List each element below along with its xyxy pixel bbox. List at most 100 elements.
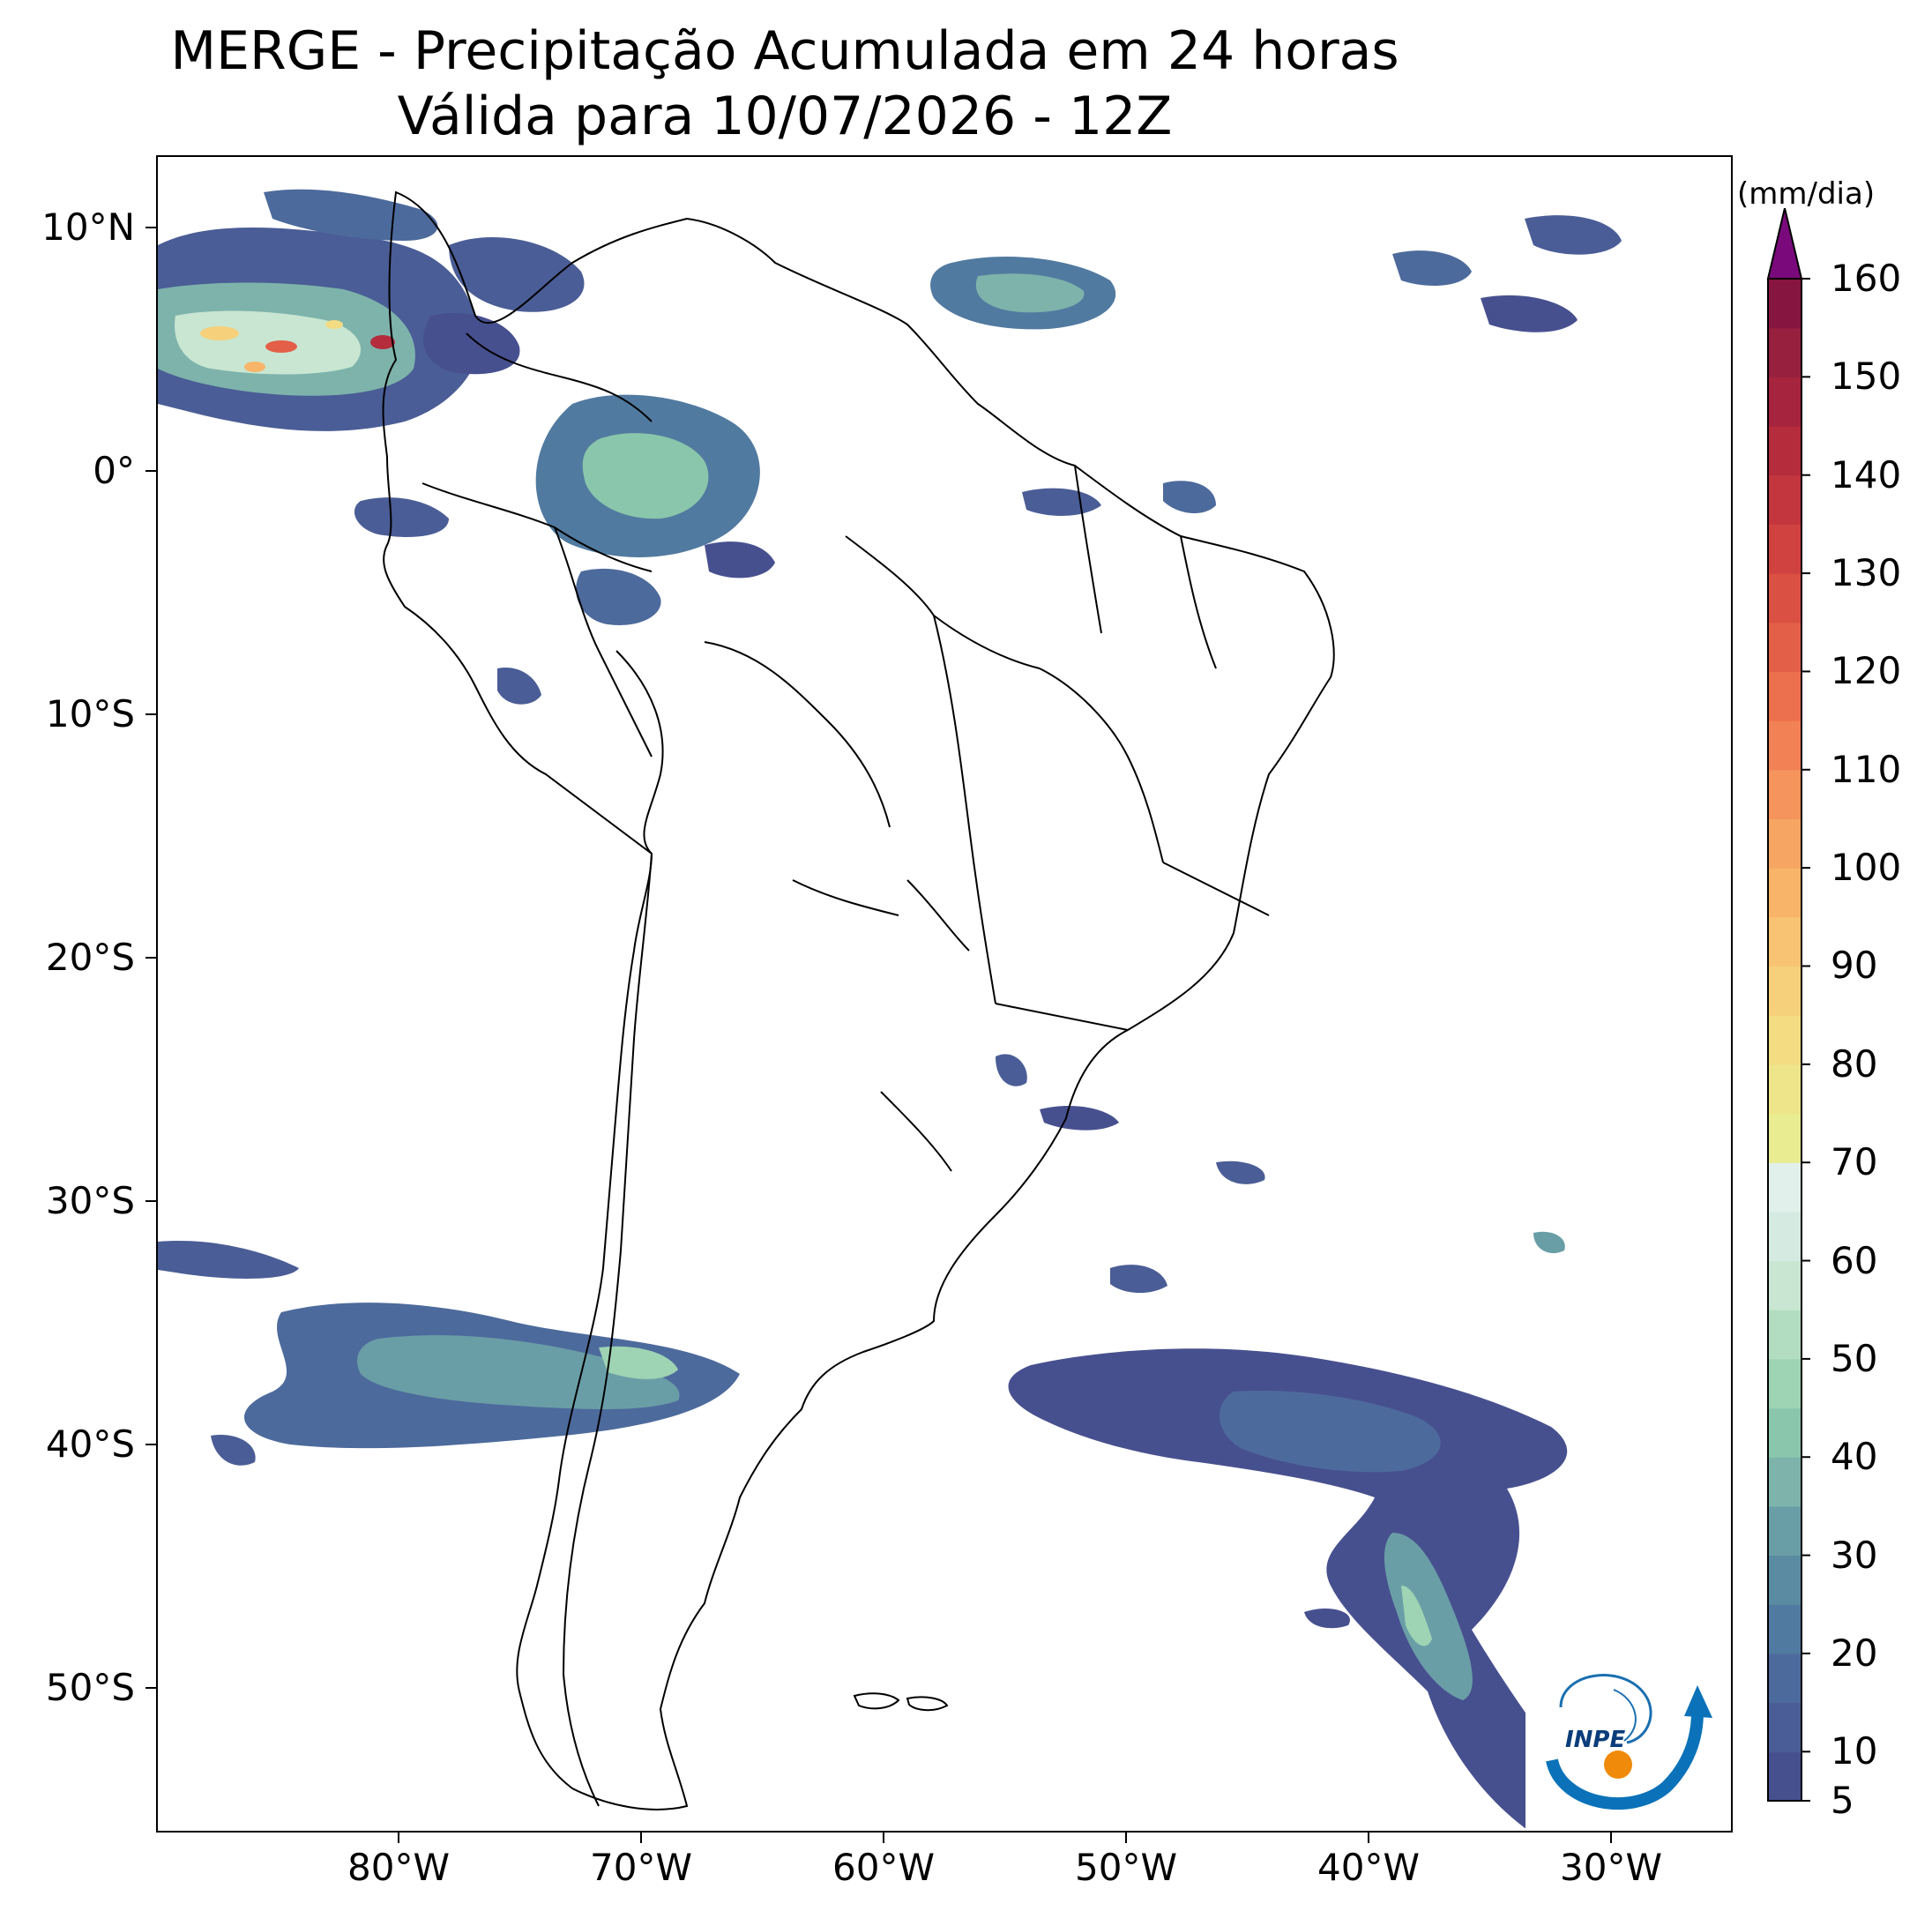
- colorbar-segment: [1768, 966, 1801, 1016]
- lat-tickmark: [145, 1444, 156, 1445]
- lat-tickmark: [145, 1687, 156, 1689]
- colorbar-segment: [1768, 818, 1801, 869]
- border-colombia-venezuela: [466, 332, 653, 422]
- border-chile-argentina: [562, 853, 653, 1807]
- map-panel: [156, 155, 1733, 1833]
- colorbar-segment: [1768, 1015, 1801, 1065]
- colorbar-tick-label: 30: [1831, 1533, 1878, 1577]
- colorbar-segment: [1768, 524, 1801, 574]
- lat-tick-50s: 50°S: [45, 1666, 135, 1709]
- lon-tickmark: [883, 1833, 884, 1843]
- colorbar-frame: [1767, 278, 1802, 1802]
- lon-tickmark: [1125, 1833, 1127, 1843]
- lat-tickmark: [145, 227, 156, 228]
- colorbar-segment: [1768, 720, 1801, 771]
- colorbar-segment: [1768, 1358, 1801, 1409]
- colorbar-tick-label: 5: [1831, 1779, 1854, 1822]
- colorbar-tick-label: 140: [1831, 452, 1902, 496]
- colorbar-tick-label: 40: [1831, 1435, 1878, 1479]
- colorbar-segment: [1768, 769, 1801, 820]
- lon-tickmark: [1610, 1833, 1612, 1843]
- colorbar-tick-label: 90: [1831, 944, 1878, 988]
- precip-caribbean-pacific: [158, 189, 481, 431]
- border-brazil-states-1: [845, 535, 1041, 669]
- lon-tick-70w: 70°W: [590, 1846, 692, 1889]
- map-subtitle: Válida para 10/07/2026 - 12Z: [397, 86, 1173, 147]
- border-brazil-states-7: [995, 1003, 1129, 1031]
- lat-tickmark: [145, 713, 156, 715]
- lon-tick-40w: 40°W: [1317, 1846, 1420, 1889]
- border-bolivia-paraguay: [792, 879, 899, 916]
- lon-tickmark: [640, 1833, 642, 1843]
- border-brazil-states-3: [1162, 862, 1270, 916]
- border-brazil-states-2: [1039, 668, 1164, 863]
- lat-tickmark: [145, 1200, 156, 1202]
- colorbar-tick-label: 130: [1831, 551, 1902, 595]
- precip-paraguay-south-brazil: [996, 1054, 1167, 1294]
- colorbar-tick-label: 20: [1831, 1631, 1878, 1675]
- map-title: MERGE - Precipitação Acumulada em 24 hor…: [170, 20, 1399, 82]
- lon-tick-50w: 50°W: [1075, 1846, 1177, 1889]
- colorbar-segment: [1768, 327, 1801, 377]
- inpe-logo-icon: INPE: [1546, 1674, 1712, 1810]
- colorbar-segment: [1768, 474, 1801, 525]
- colorbar-segment: [1768, 1505, 1801, 1556]
- border-argentina-uruguay: [880, 1091, 952, 1172]
- colorbar-segment: [1768, 1260, 1801, 1310]
- colorbar-unit: (mm/dia): [1737, 176, 1876, 212]
- colorbar-segment: [1768, 916, 1801, 967]
- colorbar-tick-label: 150: [1831, 355, 1902, 399]
- colorbar-segment: [1768, 1751, 1801, 1802]
- lon-tickmark: [398, 1833, 399, 1843]
- coastline-and-borders: [382, 190, 1335, 1810]
- lon-tick-30w: 30°W: [1560, 1846, 1662, 1889]
- inpe-logo-text: INPE: [1565, 1727, 1625, 1753]
- colorbar-tick-label: 50: [1831, 1336, 1878, 1380]
- border-paraguay-brazil: [906, 879, 970, 952]
- inpe-logo: INPE: [1525, 1654, 1727, 1831]
- colorbar-tick-label: 100: [1831, 846, 1902, 890]
- border-bolivia-brazil: [704, 641, 891, 828]
- precip-atlantic-north: [930, 215, 1622, 516]
- colorbar-segment: [1768, 573, 1801, 623]
- colorbar-segment: [1768, 1457, 1801, 1507]
- colorbar-segment: [1768, 1211, 1801, 1262]
- border-brazil-states-6: [1180, 535, 1217, 669]
- colorbar-segment: [1768, 426, 1801, 476]
- colorbar-segment: [1768, 1162, 1801, 1213]
- lat-tick-30s: 30°S: [45, 1179, 135, 1222]
- colorbar-segment: [1768, 1064, 1801, 1115]
- precipitation-field: [158, 189, 1694, 1831]
- border-peru-bolivia: [615, 650, 664, 855]
- lat-tick-20s: 20°S: [45, 936, 135, 979]
- lat-tick-10s: 10°S: [45, 692, 135, 735]
- precip-amazon-north: [354, 237, 775, 705]
- colorbar-segment: [1768, 1604, 1801, 1654]
- colorbar-tick-label: 70: [1831, 1140, 1878, 1184]
- colorbar-tick-label: 120: [1831, 649, 1902, 693]
- precip-south-pacific-chile: [158, 1241, 740, 1466]
- lat-tick-0: 0°: [93, 449, 135, 492]
- colorbar-segment: [1768, 1653, 1801, 1704]
- lat-tickmark: [145, 470, 156, 472]
- colorbar-tick-label: 110: [1831, 747, 1902, 791]
- colorbar-extend-arrow: [1766, 208, 1803, 280]
- colorbar-segment: [1768, 279, 1801, 329]
- colorbar-segment: [1768, 671, 1801, 721]
- colorbar-segment: [1768, 622, 1801, 673]
- lon-tick-60w: 60°W: [832, 1846, 935, 1889]
- border-colombia-peru: [421, 482, 653, 572]
- border-brazil-states-5: [1074, 465, 1102, 634]
- colorbar-segment: [1768, 1310, 1801, 1360]
- colorbar-segment: [1768, 868, 1801, 918]
- colorbar-tick-label: 160: [1831, 257, 1902, 300]
- colorbar-tick-label: 80: [1831, 1041, 1878, 1086]
- falklands-outline: [853, 1692, 949, 1712]
- south-america-coastline: [382, 190, 1335, 1810]
- colorbar-segment: [1768, 377, 1801, 427]
- lat-tickmark: [145, 957, 156, 959]
- colorbar-segment: [1768, 1407, 1801, 1458]
- colorbar-tick-label: 10: [1831, 1729, 1878, 1773]
- colorbar-tick-label: 60: [1831, 1238, 1878, 1282]
- map-canvas: [158, 189, 1694, 1831]
